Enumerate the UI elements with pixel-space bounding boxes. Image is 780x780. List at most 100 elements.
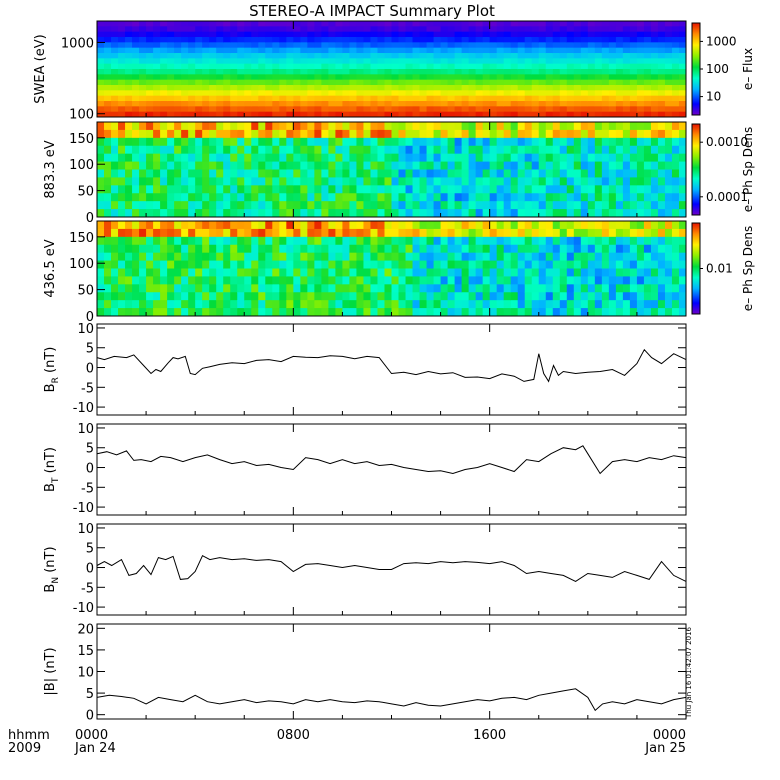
heatmap-cell [412, 95, 421, 102]
heatmap-cell [650, 53, 659, 59]
heatmap-cell [363, 137, 372, 147]
heatmap-cell [489, 122, 498, 131]
heatmap-cell [482, 37, 491, 43]
heatmap-cell [531, 300, 540, 309]
heatmap-cell [342, 292, 351, 301]
series-line [96, 348, 687, 383]
heatmap-cell [174, 221, 182, 230]
heatmap-cell [174, 145, 182, 155]
heatmap-cell [265, 193, 273, 202]
heatmap-cell [531, 31, 540, 38]
heatmap-cell [594, 276, 603, 285]
heatmap-cell [601, 308, 610, 316]
heatmap-cell [216, 153, 224, 163]
heatmap-cell [419, 122, 428, 131]
heatmap-cell [111, 37, 119, 43]
heatmap-cell [370, 244, 379, 254]
heatmap-cell [160, 153, 168, 163]
heatmap-cell [545, 193, 554, 202]
heatmap-cell [664, 74, 673, 81]
heatmap-cell [433, 129, 442, 139]
heatmap-cell [335, 292, 344, 301]
heatmap-cell [454, 79, 463, 86]
heatmap-cell [398, 153, 407, 163]
heatmap-cell [104, 137, 112, 147]
heatmap-cell [636, 129, 645, 139]
heatmap-cell [363, 21, 372, 27]
heatmap-cell [293, 47, 301, 54]
heatmap-cell [636, 90, 645, 97]
heatmap-cell [468, 42, 477, 49]
heatmap-cell [167, 31, 175, 38]
heatmap-cell [573, 137, 582, 147]
heatmap-cell [664, 26, 673, 33]
heatmap-cell [510, 221, 519, 230]
heatmap-cell [573, 37, 582, 43]
heatmap-cell [356, 145, 365, 155]
heatmap-cell [636, 31, 645, 38]
heatmap-cell [573, 193, 582, 202]
heatmap-cell [461, 177, 470, 186]
heatmap-cell [447, 252, 456, 262]
heatmap-cell [153, 63, 161, 70]
heatmap-cell [230, 26, 238, 33]
heatmap-cell [468, 177, 477, 186]
heatmap-cell [559, 122, 568, 131]
colorbar-tick-label: 0.0010 [706, 135, 748, 149]
heatmap-cell [132, 252, 140, 262]
heatmap-cell [503, 276, 512, 285]
heatmap-cell [188, 74, 196, 81]
heatmap-cell [517, 63, 526, 70]
heatmap-cell [671, 106, 680, 113]
heatmap-cell [216, 37, 224, 43]
heatmap-cell [195, 228, 203, 238]
heatmap-cell [356, 63, 365, 70]
heatmap-cell [321, 252, 329, 262]
heatmap-cell [510, 129, 519, 139]
heatmap-cell [104, 153, 112, 163]
y-axis-label: 436.5 eV [43, 239, 58, 297]
heatmap-cell [125, 236, 133, 246]
heatmap-cell [272, 47, 280, 54]
heatmap-cell [97, 209, 105, 217]
heatmap-cell [594, 111, 603, 117]
heatmap-cell [167, 21, 175, 27]
y-tick-label: -10 [73, 501, 94, 516]
heatmap-cell [412, 185, 421, 194]
heatmap-cell [314, 161, 322, 171]
heatmap-cell [545, 101, 554, 107]
heatmap-cell [286, 161, 294, 171]
heatmap-cell [370, 169, 379, 179]
heatmap-cell [188, 209, 196, 217]
heatmap-cell [335, 21, 344, 27]
heatmap-cell [419, 31, 428, 38]
heatmap-cell [258, 161, 266, 171]
heatmap-cell [384, 37, 393, 43]
heatmap-cell [629, 58, 638, 65]
heatmap-cell [643, 42, 652, 49]
heatmap-cell [559, 228, 568, 238]
heatmap-cell [538, 101, 547, 107]
heatmap-cell [335, 111, 344, 117]
heatmap-cell [433, 177, 442, 186]
heatmap-cell [223, 284, 231, 293]
heatmap-cell [671, 308, 680, 316]
heatmap-cell [104, 169, 112, 179]
heatmap-cell [97, 252, 105, 262]
heatmap-cell [524, 63, 533, 70]
heatmap-cell [426, 58, 435, 65]
heatmap-cell [377, 221, 386, 230]
heatmap-cell [132, 284, 140, 293]
heatmap-cell [258, 236, 266, 246]
heatmap-cell [244, 185, 252, 194]
heatmap-cell [328, 129, 337, 139]
heatmap-cell [524, 292, 533, 301]
heatmap-cell [293, 53, 301, 59]
heatmap-cell [293, 185, 301, 194]
heatmap-cell [398, 308, 407, 316]
heatmap-cell [209, 236, 217, 246]
heatmap-cell [307, 31, 315, 38]
heatmap-cell [559, 26, 568, 33]
heatmap-cell [132, 292, 140, 301]
heatmap-cell [279, 300, 287, 309]
